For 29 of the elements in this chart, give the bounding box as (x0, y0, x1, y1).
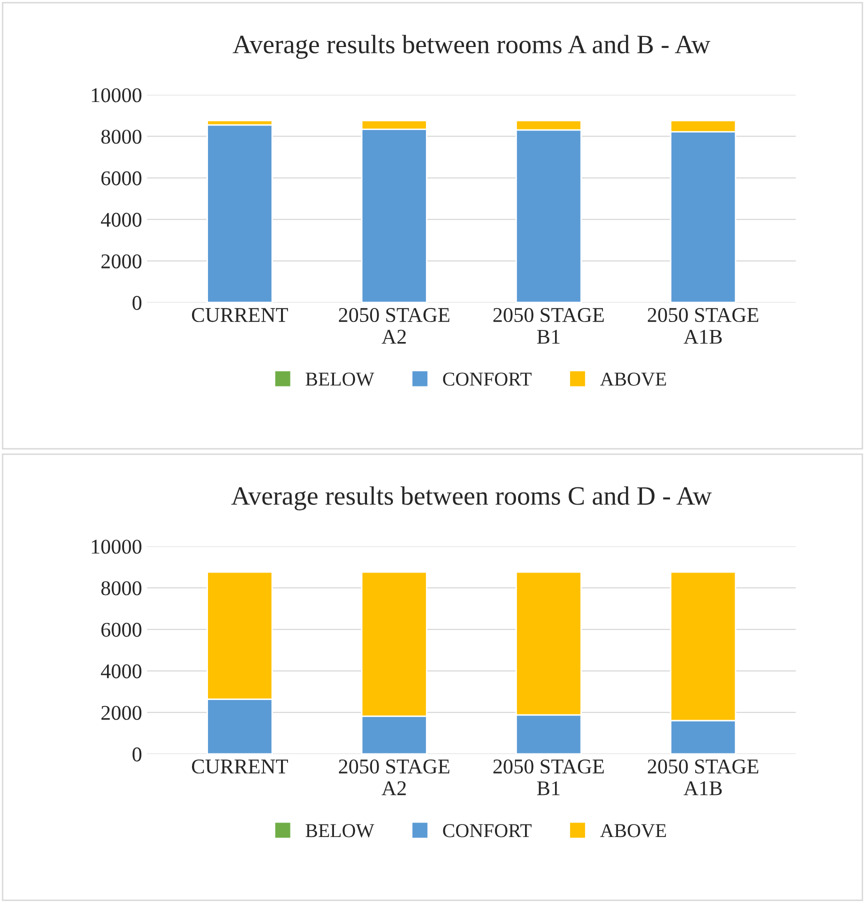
y-tick-label: 2000 (101, 706, 142, 720)
x-tick-label: 2050 STAGE B1 (493, 759, 604, 796)
x-tick-label: CURRENT (192, 308, 288, 322)
y-tick-label: 6000 (101, 622, 142, 637)
chart-title: Average results between rooms A and B - Aw (232, 34, 710, 59)
y-tick-label: 4000 (100, 212, 142, 227)
legend-label: ABOVE (600, 824, 666, 838)
y-tick-label: 10000 (92, 88, 142, 102)
x-tick-label: 2050 STAGE A1B (648, 759, 758, 796)
chart-title: Average results between rooms C and D - Aw (231, 486, 712, 510)
y-tick-label: 8000 (101, 130, 142, 144)
x-tick-label: CURRENT (192, 760, 288, 774)
legend-label: BELOW (306, 372, 374, 386)
legend-label: BELOW (306, 824, 374, 838)
y-tick-label: 4000 (100, 664, 142, 678)
y-tick-label: 8000 (101, 581, 142, 596)
y-tick-label: 0 (132, 747, 142, 762)
y-tick-label: 0 (132, 296, 142, 310)
x-tick-label: 2050 STAGE B1 (493, 308, 604, 344)
legend-label: ABOVE (600, 372, 666, 386)
x-tick-label: 2050 STAGE A1B (648, 308, 758, 344)
y-tick-label: 10000 (92, 540, 142, 554)
y-tick-label: 2000 (101, 254, 142, 268)
legend-label: CONFORT (443, 372, 532, 386)
y-tick-label: 6000 (101, 171, 142, 186)
x-tick-label: 2050 STAGE A2 (338, 759, 450, 796)
bar (206, 124, 273, 303)
x-tick-label: 2050 STAGE A2 (338, 308, 450, 344)
legend-label: CONFORT (443, 824, 532, 838)
